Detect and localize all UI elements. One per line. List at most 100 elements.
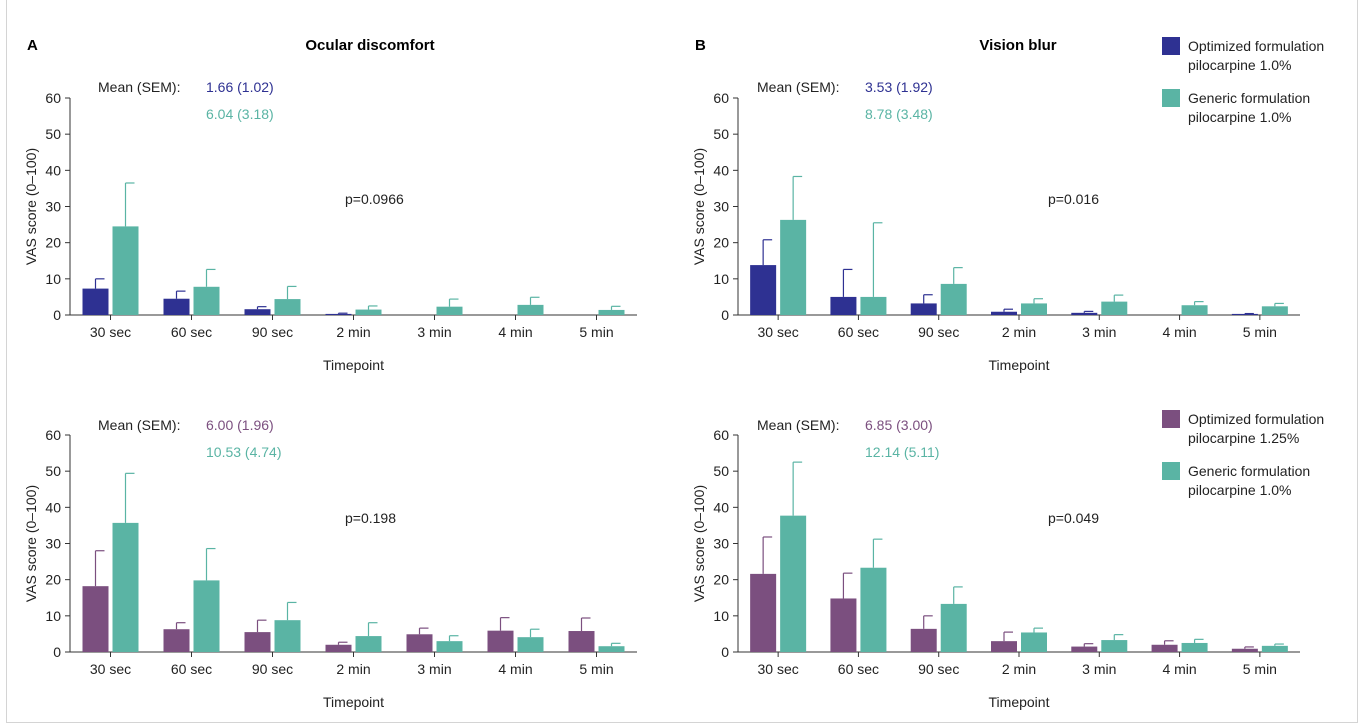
c2-x-tick-label: 90 sec: [252, 661, 293, 677]
c3-y-tick-label: 60: [713, 427, 729, 443]
c3-x-tick-label: 90 sec: [918, 661, 959, 677]
c2-mean-sem-value-s0: 6.00 (1.96): [206, 417, 274, 433]
c1-bar-s1: [860, 296, 887, 315]
c0-x-tick-label: 3 min: [417, 324, 451, 340]
legend-label-generic-1-0-bottom-line1: Generic formulation: [1188, 463, 1310, 479]
c1-y-tick-label: 0: [721, 307, 729, 323]
c2-x-tick-label: 3 min: [417, 661, 451, 677]
c2-x-tick-label: 5 min: [579, 661, 613, 677]
c0-bar-s1: [355, 309, 382, 315]
c1-mean-sem-value-s0: 3.53 (1.92): [865, 79, 933, 95]
c1-y-tick-label: 60: [713, 90, 729, 106]
c1-y-axis-label: VAS score (0–100): [691, 148, 707, 265]
c3-bar-s0: [830, 598, 857, 652]
c1-bar-s1: [1261, 306, 1288, 315]
legend-label-optimized-1-0-line1: Optimized formulation: [1188, 38, 1324, 54]
c1-bar-s0: [830, 296, 857, 315]
c0-bar-s1: [112, 226, 139, 315]
c2-mean-sem-value-s1: 10.53 (4.74): [206, 444, 282, 460]
c1-bar-s0: [991, 311, 1017, 315]
c2-y-tick-label: 20: [45, 572, 61, 588]
legend-swatch-generic-1-0-bottom: [1162, 462, 1180, 480]
c1-x-tick-label: 3 min: [1082, 324, 1116, 340]
c0-y-tick-label: 50: [45, 126, 61, 142]
c1-mean-sem-prefix: Mean (SEM):: [757, 79, 839, 95]
c0-y-axis-label: VAS score (0–100): [23, 148, 39, 265]
c0-x-tick-label: 5 min: [579, 324, 613, 340]
legend-top: Optimized formulation pilocarpine 1.0% G…: [1162, 37, 1324, 125]
c0-p-value: p=0.0966: [345, 191, 404, 207]
c1-bar-s1: [940, 283, 967, 315]
c2-bar-s1: [355, 636, 382, 652]
legend-bottom: Optimized formulation pilocarpine 1.25% …: [1162, 410, 1324, 498]
c2-y-tick-label: 0: [53, 644, 61, 660]
c2-y-tick-label: 30: [45, 536, 61, 552]
c2-y-tick-label: 40: [45, 499, 61, 515]
c0-x-tick-label: 4 min: [498, 324, 532, 340]
c1-bar-s0: [1231, 313, 1258, 315]
c3-x-tick-label: 60 sec: [838, 661, 879, 677]
c2-bar-s1: [274, 620, 301, 652]
c2-bar-s0: [325, 644, 352, 652]
c1-x-tick-label: 60 sec: [838, 324, 879, 340]
c2-bar-s1: [436, 641, 463, 652]
c2-x-tick-label: 30 sec: [90, 661, 131, 677]
c3-y-tick-label: 20: [713, 572, 729, 588]
c3-bar-s1: [860, 567, 887, 652]
c1-bar-s0: [1071, 312, 1098, 315]
c1-bar-s1: [1181, 305, 1208, 315]
c0-y-tick-label: 60: [45, 90, 61, 106]
c3-bar-s0: [750, 573, 777, 652]
c0-bar-s1: [598, 309, 625, 315]
c2-bar-s0: [163, 629, 190, 652]
c0-bar-s0: [325, 313, 352, 315]
c3-mean-sem-value-s1: 12.14 (5.11): [865, 444, 939, 460]
c2-y-tick-label: 60: [45, 427, 61, 443]
c0-mean-sem-value-s0: 1.66 (1.02): [206, 79, 274, 95]
c1-bar-s0: [910, 303, 937, 315]
c0-x-tick-label: 2 min: [336, 324, 370, 340]
c3-bar-s0: [991, 641, 1017, 652]
c1-y-tick-label: 50: [713, 126, 729, 142]
c1-x-tick-label: 30 sec: [758, 324, 799, 340]
legend-label-generic-1-0-top-line2: pilocarpine 1.0%: [1188, 109, 1292, 125]
c0-y-tick-label: 0: [53, 307, 61, 323]
c2-y-tick-label: 10: [45, 608, 61, 624]
c3-x-tick-label: 4 min: [1162, 661, 1196, 677]
legend-label-optimized-1-25-line1: Optimized formulation: [1188, 411, 1324, 427]
c0-x-tick-label: 30 sec: [90, 324, 131, 340]
c3-p-value: p=0.049: [1048, 510, 1099, 526]
c2-x-tick-label: 60 sec: [171, 661, 212, 677]
c0-y-tick-label: 20: [45, 235, 61, 251]
c2-bar-s1: [112, 522, 139, 652]
legend-swatch-optimized-1-0: [1162, 37, 1180, 55]
c2-p-value: p=0.198: [345, 510, 396, 526]
c2-x-axis-label: Timepoint: [323, 694, 384, 710]
c1-y-tick-label: 20: [713, 235, 729, 251]
c0-x-tick-label: 60 sec: [171, 324, 212, 340]
c2-mean-sem-prefix: Mean (SEM):: [98, 417, 180, 433]
c0-bar-s1: [193, 286, 220, 315]
c1-bar-s1: [780, 219, 807, 315]
c3-bar-s0: [1071, 646, 1098, 652]
c0-mean-sem-prefix: Mean (SEM):: [98, 79, 180, 95]
c0-bar-s0: [82, 288, 109, 315]
legend-swatch-optimized-1-25: [1162, 410, 1180, 428]
c2-bar-s0: [82, 586, 109, 652]
c0-bar-s1: [274, 299, 301, 315]
c0-y-tick-label: 40: [45, 162, 61, 178]
c3-bar-s0: [1231, 648, 1258, 652]
c2-y-axis-label: VAS score (0–100): [23, 485, 39, 602]
figure-frame: [6, 0, 1358, 723]
c3-bar-s1: [1181, 642, 1208, 652]
c1-y-tick-label: 40: [713, 162, 729, 178]
legend-label-generic-1-0-bottom-line2: pilocarpine 1.0%: [1188, 482, 1292, 498]
c3-bar-s0: [910, 628, 937, 652]
c3-bar-s1: [780, 515, 807, 652]
c2-bar-s1: [193, 580, 220, 652]
c3-y-tick-label: 40: [713, 499, 729, 515]
c0-x-tick-label: 90 sec: [252, 324, 293, 340]
c1-x-tick-label: 4 min: [1162, 324, 1196, 340]
c2-bar-s1: [598, 646, 625, 652]
